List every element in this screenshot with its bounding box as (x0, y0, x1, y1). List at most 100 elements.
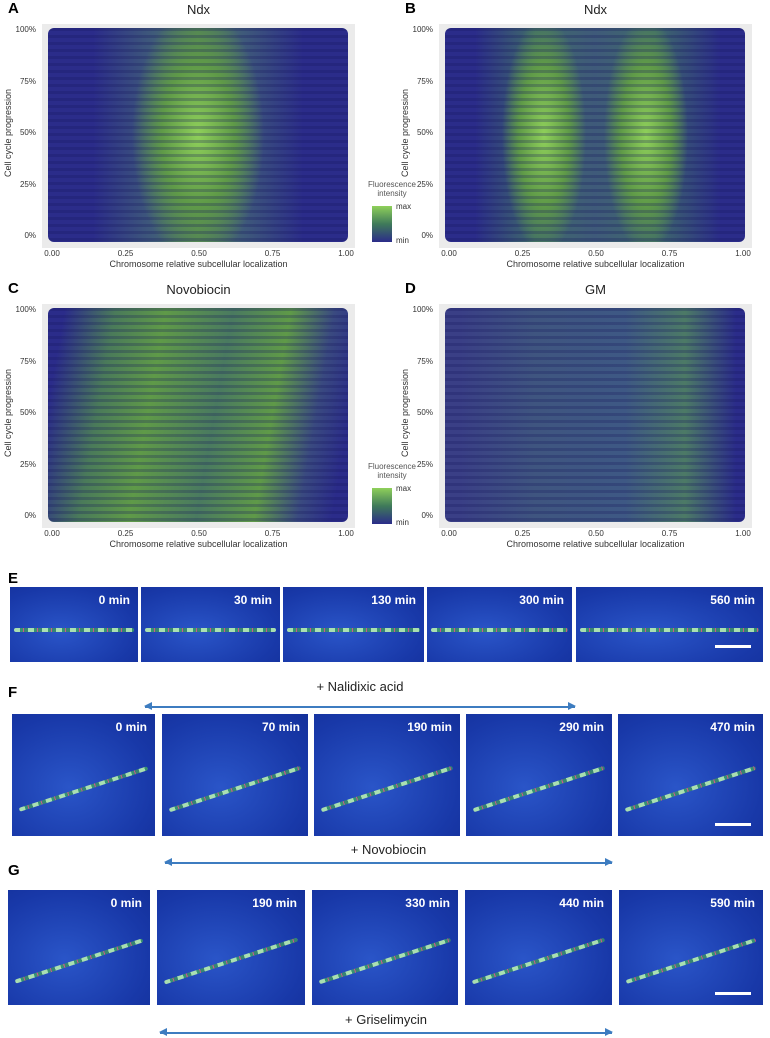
y-tick-label: 100% (412, 305, 433, 314)
y-axis-label: Cell cycle progression (3, 368, 13, 458)
micrograph: 130 min (283, 587, 424, 662)
y-axis-label: Cell cycle progression (400, 368, 410, 458)
x-axis-label: Chromosome relative subcellular localiza… (506, 259, 685, 269)
y-tick-label: 100% (15, 305, 36, 314)
heatmap-cells (445, 308, 745, 522)
y-tick-label: 0% (24, 511, 36, 520)
y-tick-label: 50% (19, 408, 36, 417)
filament (163, 937, 299, 985)
x-tick-label: 0.50 (588, 529, 604, 538)
y-tick-label: 100% (412, 25, 433, 34)
arrow-line (160, 1032, 612, 1034)
arrow-head (159, 1028, 167, 1036)
x-tick-label: 1.00 (338, 249, 354, 258)
time-label: 130 min (371, 593, 416, 607)
filament (14, 938, 144, 984)
panel-letter: F (8, 684, 18, 701)
time-label: 440 min (559, 896, 604, 910)
legend-title: Fluorescence intensity (367, 180, 417, 198)
x-tick-label: 0.75 (661, 249, 678, 258)
x-tick-label: 0.00 (44, 529, 60, 538)
panel-title: Ndx (186, 2, 211, 17)
y-tick-label: 25% (416, 459, 433, 469)
y-tick-label: 25% (19, 459, 36, 469)
x-tick-label: 0.50 (191, 529, 207, 538)
micrograph: 190 min (157, 890, 305, 1005)
panel-letter: E (8, 570, 19, 587)
y-tick-label: 0% (421, 511, 433, 520)
panel-letter: G (8, 862, 20, 879)
y-tick-label: 0% (421, 231, 433, 240)
y-axis-label: Cell cycle progression (400, 88, 410, 178)
y-tick-label: 75% (416, 356, 433, 366)
filament (318, 937, 452, 985)
x-tick-label: 0.25 (514, 529, 531, 538)
heatmap-cells (48, 308, 348, 522)
panel-letter: D (405, 280, 416, 297)
x-tick-label: 0.50 (191, 249, 207, 258)
filament (625, 938, 757, 984)
arrow-head (605, 858, 613, 866)
y-tick-label: 75% (19, 356, 36, 366)
filament (624, 766, 757, 813)
time-label: 290 min (559, 720, 604, 734)
y-tick-label: 25% (416, 179, 433, 189)
x-tick-label: 0.75 (661, 529, 678, 538)
y-axis-label: Cell cycle progression (3, 88, 13, 178)
micrograph: 0 min (8, 890, 150, 1005)
y-tick-label: 75% (19, 76, 36, 86)
panel-letter: C (8, 280, 19, 297)
panel-title: Ndx (583, 2, 608, 17)
treatment-label: + Novobiocin (350, 842, 427, 857)
x-tick-label: 0.00 (44, 249, 60, 258)
x-tick-label: 0.25 (514, 249, 531, 258)
x-tick-label: 1.00 (735, 529, 751, 538)
micrograph: 70 min (162, 714, 308, 836)
panel-title: Novobiocin (166, 282, 231, 297)
arrow-head (568, 702, 576, 710)
time-label: 0 min (98, 593, 130, 607)
legend-title: Fluorescence intensity (367, 462, 417, 480)
x-tick-label: 1.00 (338, 529, 354, 538)
time-label: 0 min (110, 896, 142, 910)
micrograph: 300 min (427, 587, 572, 662)
micrograph: 190 min (314, 714, 460, 836)
filament (320, 765, 454, 813)
micrograph: 30 min (141, 587, 280, 662)
filament (168, 765, 302, 813)
micrograph: 0 min (10, 587, 138, 662)
y-tick-label: 75% (416, 76, 433, 86)
x-tick-label: 0.00 (441, 529, 457, 538)
micrograph: 330 min (312, 890, 458, 1005)
y-tick-label: 100% (15, 25, 36, 34)
micrograph: 560 min (576, 587, 763, 662)
legend-max: max (396, 202, 412, 211)
filament (14, 628, 134, 633)
x-tick-label: 0.75 (264, 249, 281, 258)
arrow-head (164, 858, 172, 866)
time-label: 70 min (261, 720, 300, 734)
x-tick-label: 0.75 (264, 529, 281, 538)
legend-bar (372, 206, 392, 242)
filament (431, 628, 568, 633)
panel-letter: B (405, 0, 416, 17)
y-tick-label: 50% (416, 128, 433, 137)
micrograph: 440 min (465, 890, 612, 1005)
time-label: 470 min (710, 720, 755, 734)
y-tick-label: 50% (416, 408, 433, 417)
micrograph: 290 min (466, 714, 612, 836)
time-label: 590 min (710, 896, 755, 910)
time-label: 30 min (233, 593, 272, 607)
time-label: 190 min (252, 896, 297, 910)
x-axis-label: Chromosome relative subcellular localiza… (109, 259, 288, 269)
time-label: 330 min (405, 896, 450, 910)
filament (472, 765, 606, 813)
time-label: 560 min (710, 593, 755, 607)
arrow-head (144, 702, 152, 710)
arrow-line (165, 862, 612, 864)
x-tick-label: 0.25 (117, 249, 134, 258)
heatmap-cells (445, 28, 745, 242)
x-axis-label: Chromosome relative subcellular localiza… (109, 539, 288, 549)
filament (145, 628, 276, 633)
arrow-head (605, 1028, 613, 1036)
